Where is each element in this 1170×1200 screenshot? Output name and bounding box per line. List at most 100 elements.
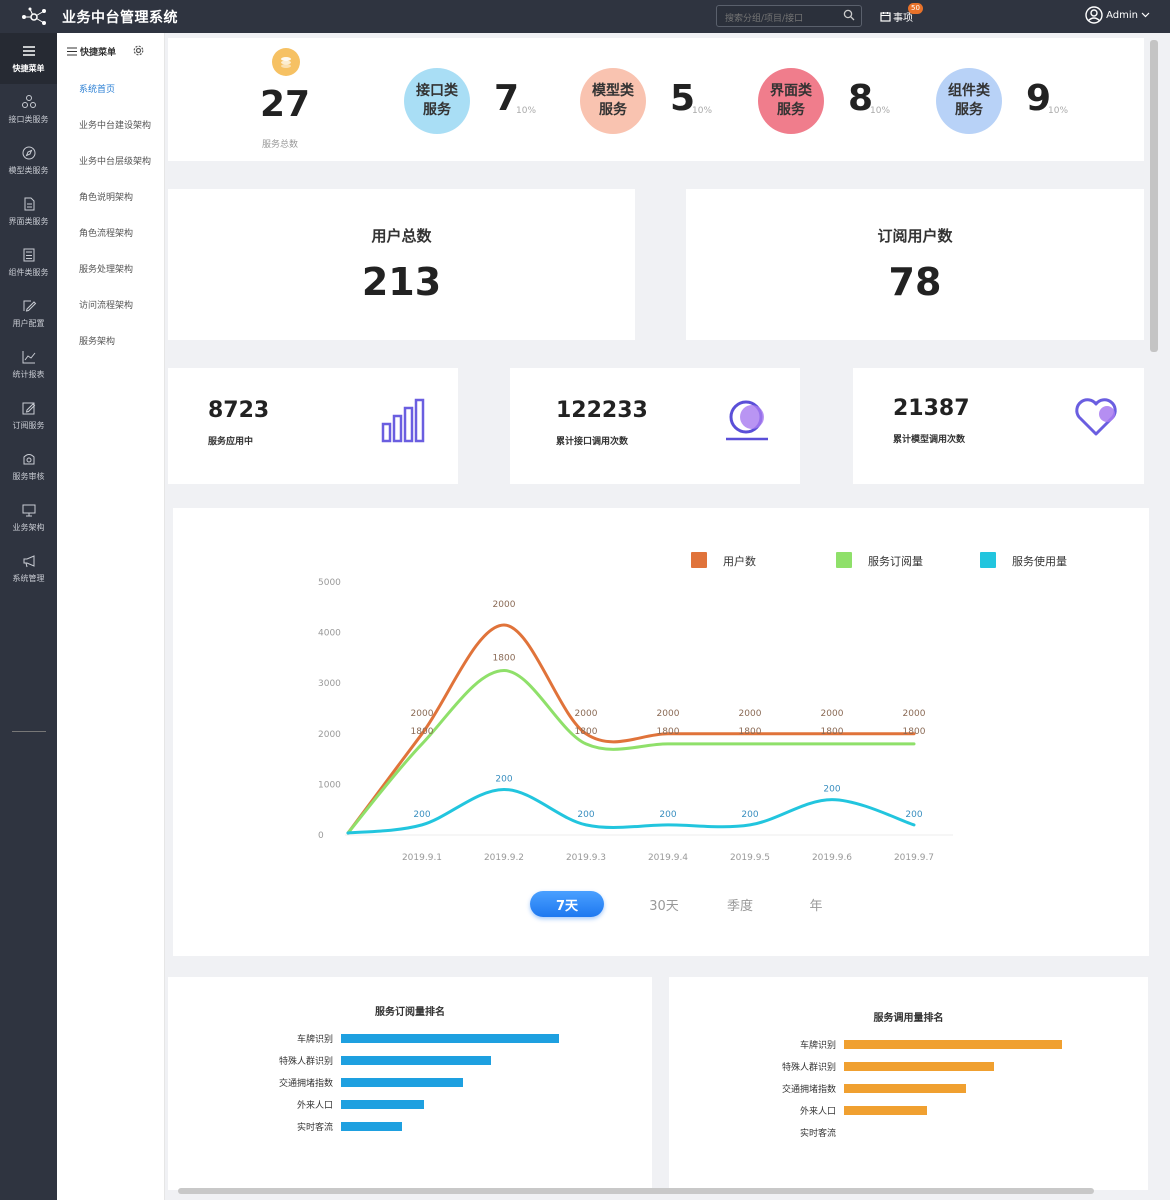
rank-row: 外来人口	[764, 1104, 927, 1117]
service-stat[interactable]: 接口类 服务 7 10%	[404, 68, 536, 134]
sidebar-item-megaphone[interactable]: 系统管理	[0, 543, 57, 594]
rank-bar[interactable]	[844, 1062, 995, 1071]
rank-bar[interactable]	[341, 1034, 559, 1043]
submenu-item[interactable]: 业务中台建设架构	[79, 120, 152, 131]
metric-card-model-calls: 21387 累计模型调用次数	[853, 368, 1144, 484]
todo-label: 事项	[893, 13, 913, 24]
monitor-icon	[22, 504, 35, 517]
submenu-item[interactable]: 角色流程架构	[79, 228, 134, 239]
data-label: 1800	[493, 654, 516, 664]
data-label: 2000	[493, 600, 516, 610]
service-type-badge: 模型类 服务	[580, 68, 646, 134]
service-total-label: 服务总数	[262, 140, 299, 150]
metric-label: 累计接口调用次数	[556, 437, 629, 447]
search-box[interactable]	[716, 5, 862, 29]
rank-bar[interactable]	[341, 1056, 492, 1065]
edit-icon	[22, 402, 35, 415]
sidebar-item-edit-chart[interactable]: 用户配置	[0, 288, 57, 339]
range-button[interactable]: 30天	[649, 898, 679, 914]
submenu-item[interactable]: 服务处理架构	[79, 264, 134, 275]
data-label: 1800	[411, 727, 434, 737]
bar-chart-icon	[381, 398, 425, 443]
rank-bar[interactable]	[844, 1040, 1062, 1049]
service-summary-card: 27 服务总数 接口类 服务 7 10% 模型类 服务 5 10% 界面类 服务 8 10% 组件类 服务…	[168, 38, 1144, 161]
service-type-line2: 服务	[423, 102, 451, 118]
sidebar-item-line-chart[interactable]: 统计报表	[0, 339, 57, 390]
rank-item-name: 实时客流	[296, 1123, 333, 1133]
data-label: 1800	[821, 727, 844, 737]
y-tick-label: 5000	[318, 578, 341, 588]
app-logo-icon[interactable]	[18, 0, 50, 33]
range-button[interactable]: 季度	[726, 898, 753, 914]
submenu-item[interactable]: 服务架构	[79, 336, 116, 347]
submenu-item[interactable]: 系统首页	[79, 84, 116, 95]
rank-row: 车牌识别	[261, 1032, 559, 1045]
data-label: 1800	[903, 727, 926, 737]
service-percent: 10%	[870, 106, 891, 116]
range-button[interactable]: 7天	[530, 891, 604, 917]
y-tick-label: 2000	[318, 730, 341, 740]
submenu-item[interactable]: 角色说明架构	[79, 192, 134, 203]
service-type-badge: 接口类 服务	[404, 68, 470, 134]
service-percent: 10%	[1048, 106, 1069, 116]
submenu-item[interactable]: 访问流程架构	[79, 300, 134, 311]
todo-button[interactable]: 事项 50	[880, 3, 923, 24]
user-total-value: 213	[361, 260, 442, 304]
user-avatar-icon	[1085, 6, 1103, 24]
sidebar-item-compass[interactable]: 模型类服务	[0, 135, 57, 186]
vertical-scrollbar[interactable]	[1150, 40, 1158, 352]
quick-menu-header: 快捷菜单	[57, 33, 164, 70]
menu-icon	[22, 46, 35, 56]
sidebar-item-monitor[interactable]: 业务架构	[0, 492, 57, 543]
rank-bar[interactable]	[341, 1122, 403, 1131]
data-label: 200	[823, 785, 840, 795]
trend-chart-card: 0 1000 2000 3000 4000 5000 2019.9.1 2019.9.2 201…	[173, 508, 1149, 956]
data-label: 2000	[739, 709, 762, 719]
x-tick-label: 2019.9.7	[894, 853, 934, 863]
search-icon[interactable]	[843, 9, 855, 21]
rank-item-name: 车牌识别	[799, 1041, 836, 1051]
x-tick-label: 2019.9.6	[812, 853, 852, 863]
metric-value: 8723	[208, 398, 270, 423]
rank-bar[interactable]	[341, 1100, 424, 1109]
calendar-icon	[880, 12, 891, 22]
sidebar-item-audit[interactable]: 服务审核	[0, 441, 57, 492]
gear-icon[interactable]	[133, 45, 144, 56]
service-stat[interactable]: 模型类 服务 5 10%	[580, 68, 712, 134]
sidebar-item-label: 业务架构	[12, 523, 45, 532]
search-input[interactable]	[717, 9, 837, 29]
service-type-line2: 服务	[599, 102, 627, 118]
rank-title: 服务订阅量排名	[375, 1007, 445, 1018]
service-stat[interactable]: 界面类 服务 8 10%	[758, 68, 890, 134]
submenu-item[interactable]: 业务中台层级架构	[79, 156, 152, 167]
sidebar-item-cluster[interactable]: 接口类服务	[0, 84, 57, 135]
sidebar-item-document[interactable]: 界面类服务	[0, 186, 57, 237]
rank-bar[interactable]	[844, 1084, 967, 1093]
rank-bar[interactable]	[844, 1106, 927, 1115]
globe-icon	[726, 400, 768, 441]
service-count: 8	[848, 78, 874, 119]
rank-row: 特殊人群识别	[261, 1054, 492, 1067]
sidebar-item-label: 订阅服务	[12, 421, 45, 430]
service-count: 7	[494, 78, 520, 119]
data-label: 2000	[903, 709, 926, 719]
top-bar: 业务中台管理系统 事项 50 Admin	[0, 0, 1170, 33]
horizontal-scrollbar[interactable]	[178, 1188, 1094, 1194]
legend-swatch	[691, 552, 707, 568]
heart-icon	[1075, 398, 1117, 436]
trend-line-chart: 0 1000 2000 3000 4000 5000 2019.9.1 2019.9.2 201…	[318, 552, 1067, 863]
sidebar-item-calculator[interactable]: 组件类服务	[0, 237, 57, 288]
user-menu[interactable]: Admin	[1085, 6, 1150, 24]
rank-bar[interactable]	[341, 1078, 464, 1087]
data-label: 200	[413, 810, 430, 820]
sidebar-item-menu[interactable]: 快捷菜单	[0, 33, 57, 84]
subscription-rank-card: 服务订阅量排名 车牌识别 特殊人群识别 交通拥堵指数 外来人口 实时客流	[168, 977, 652, 1190]
sidebar-item-label: 接口类服务	[8, 115, 49, 124]
y-tick-label: 4000	[318, 629, 341, 639]
service-stat[interactable]: 组件类 服务 9 10%	[936, 68, 1068, 134]
metric-card-active: 8723 服务应用中	[168, 368, 458, 484]
sidebar-item-label: 界面类服务	[8, 217, 49, 226]
sidebar-item-edit[interactable]: 订阅服务	[0, 390, 57, 441]
audit-icon	[23, 454, 34, 465]
range-button[interactable]: 年	[809, 898, 823, 914]
